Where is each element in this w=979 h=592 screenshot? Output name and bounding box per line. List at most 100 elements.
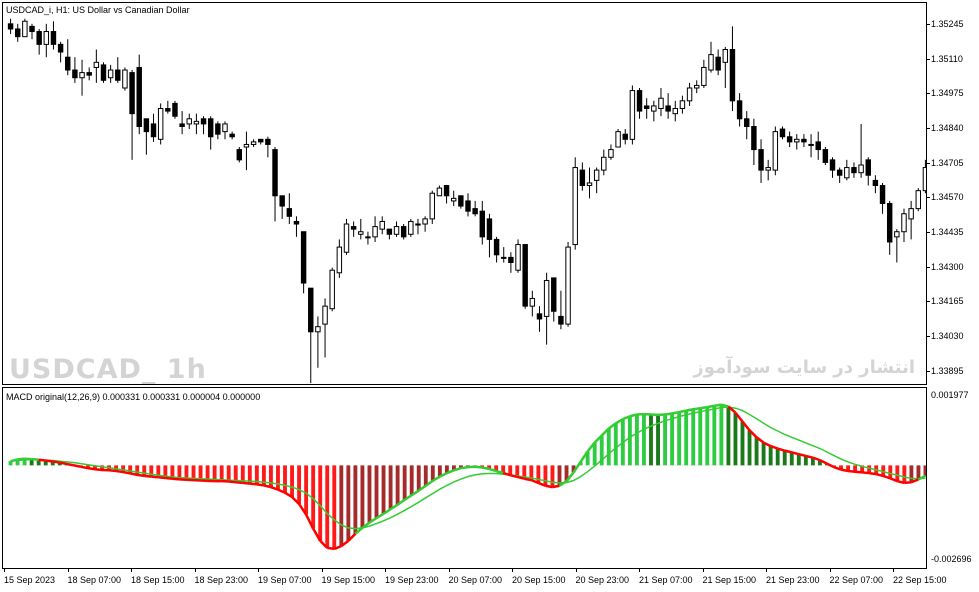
candle [558,290,564,330]
candle [629,85,636,145]
candle-body [729,48,736,102]
macd-line-segment [572,461,582,474]
candle [329,267,335,312]
macd-line-segment [73,464,82,469]
macd-line-segment [608,422,617,430]
candle-body [772,131,779,171]
macd-line-segment [537,481,546,487]
macd-line-segment [600,427,610,437]
candle-body [815,141,821,151]
candle-body [486,218,493,240]
macd-line-segment [904,480,912,485]
macd-tick-label: 0.001977 [931,390,969,400]
price-tick-mark [927,301,930,303]
candle-body [272,149,278,197]
candle [386,228,393,240]
macd-chart [8,403,926,551]
candle [79,59,85,96]
candle-body [765,167,771,171]
price-chart-pane[interactable]: USDCAD_i, H1: US Dollar vs Canadian Doll… [2,2,927,385]
price-tick-label: 1.35245 [931,19,964,30]
price-axis[interactable]: 1.35245 1.35110 1.34975 1.34840 1.34705 1.345… [927,2,979,385]
candle [772,126,779,176]
candle-body [758,149,764,171]
candle [622,129,628,145]
candle [701,59,707,88]
candle [150,113,157,142]
candle [858,123,864,178]
candle-body [186,118,192,125]
macd-axis[interactable]: 0.001977 -0.002696 [927,387,979,569]
price-tick-label: 1.35110 [931,53,963,64]
candle [279,195,285,219]
macd-line-segment [368,516,378,524]
candle [186,113,192,130]
macd-line-segment [488,467,497,473]
candle-body [608,149,614,158]
candle [894,229,900,263]
time-tick-label: 18 Sep 07:00 [67,575,122,585]
macd-line-segment [586,441,596,453]
candle-body [529,297,536,307]
macd-line-segment [66,462,75,467]
candle-body [844,167,850,179]
price-tick-label: 1.34300 [931,261,964,272]
candle [515,239,521,273]
candle-body [336,246,343,274]
price-tick-mark [927,58,930,60]
candle [565,241,571,327]
candle [315,316,321,368]
candle-body [786,136,793,143]
macd-line-segment [115,469,124,474]
candle-body [736,100,743,120]
candle-body [179,123,185,127]
price-tick-mark [927,231,930,233]
candle-body [300,231,307,284]
time-tick-label: 22 Sep 07:00 [829,575,884,585]
candle-body [450,197,457,202]
candle [522,244,528,309]
candle-body [308,287,314,333]
candle-body [250,141,257,145]
candle-body [801,138,807,143]
macd-line-segment [862,471,870,475]
macd-line-segment [784,449,793,454]
candle [922,159,926,194]
time-tick-mark [67,569,69,572]
macd-line-segment [432,475,441,482]
candle-body [651,105,657,112]
macd-line-segment [629,413,638,418]
candle-body [193,120,200,125]
candle-body [265,138,271,145]
candle [207,116,214,150]
candle [29,23,35,40]
time-axis[interactable]: 15 Sep 2023 18 Sep 07:00 18 Sep 15:00 18 Se… [2,569,979,592]
candle [458,195,464,209]
candle-body [915,190,921,210]
candle [744,111,750,140]
candle-body [472,208,478,215]
candle [165,100,171,114]
macd-line-segment [579,450,589,463]
candle [586,167,593,199]
candle-body [15,28,21,38]
candle-body [243,143,250,148]
macd-line-segment [889,477,898,483]
candle-body [579,169,586,187]
candle [322,298,328,358]
macd-line-segment [721,403,729,408]
candle-body [400,226,407,238]
candle-body [136,66,142,127]
candle-body [715,56,721,71]
macd-indicator-pane[interactable]: MACD original(12,26,9) 0.000331 0.000331… [2,387,927,569]
candle [729,26,736,112]
candle-body [822,149,829,163]
candle-body [293,220,300,225]
candle-body [558,315,564,325]
candle-body [358,231,364,235]
candle [215,121,221,140]
candle-body [236,149,243,161]
macd-line-segment [389,503,399,511]
candle [122,67,128,91]
candle [100,62,107,83]
